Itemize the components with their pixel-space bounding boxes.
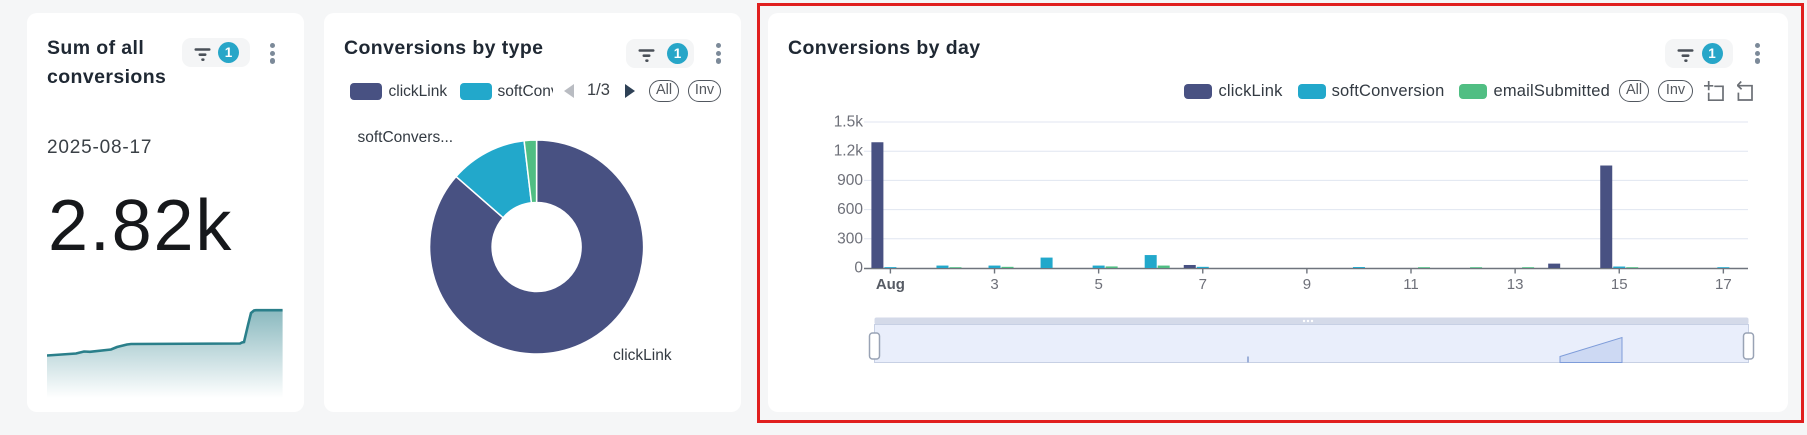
svg-text:300: 300: [837, 230, 863, 247]
svg-text:13: 13: [1507, 276, 1524, 293]
svg-text:1.5k: 1.5k: [834, 114, 864, 131]
svg-text:3: 3: [990, 276, 998, 293]
svg-text:Aug: Aug: [876, 276, 905, 293]
svg-text:1.2k: 1.2k: [834, 143, 864, 160]
svg-text:5: 5: [1094, 276, 1102, 293]
svg-text:0: 0: [854, 260, 863, 277]
svg-text:900: 900: [837, 172, 863, 189]
svg-text:11: 11: [1403, 276, 1419, 293]
svg-text:600: 600: [837, 201, 863, 218]
svg-text:15: 15: [1611, 276, 1628, 293]
svg-text:7: 7: [1199, 276, 1207, 293]
svg-text:17: 17: [1715, 276, 1732, 293]
svg-text:9: 9: [1303, 276, 1311, 293]
